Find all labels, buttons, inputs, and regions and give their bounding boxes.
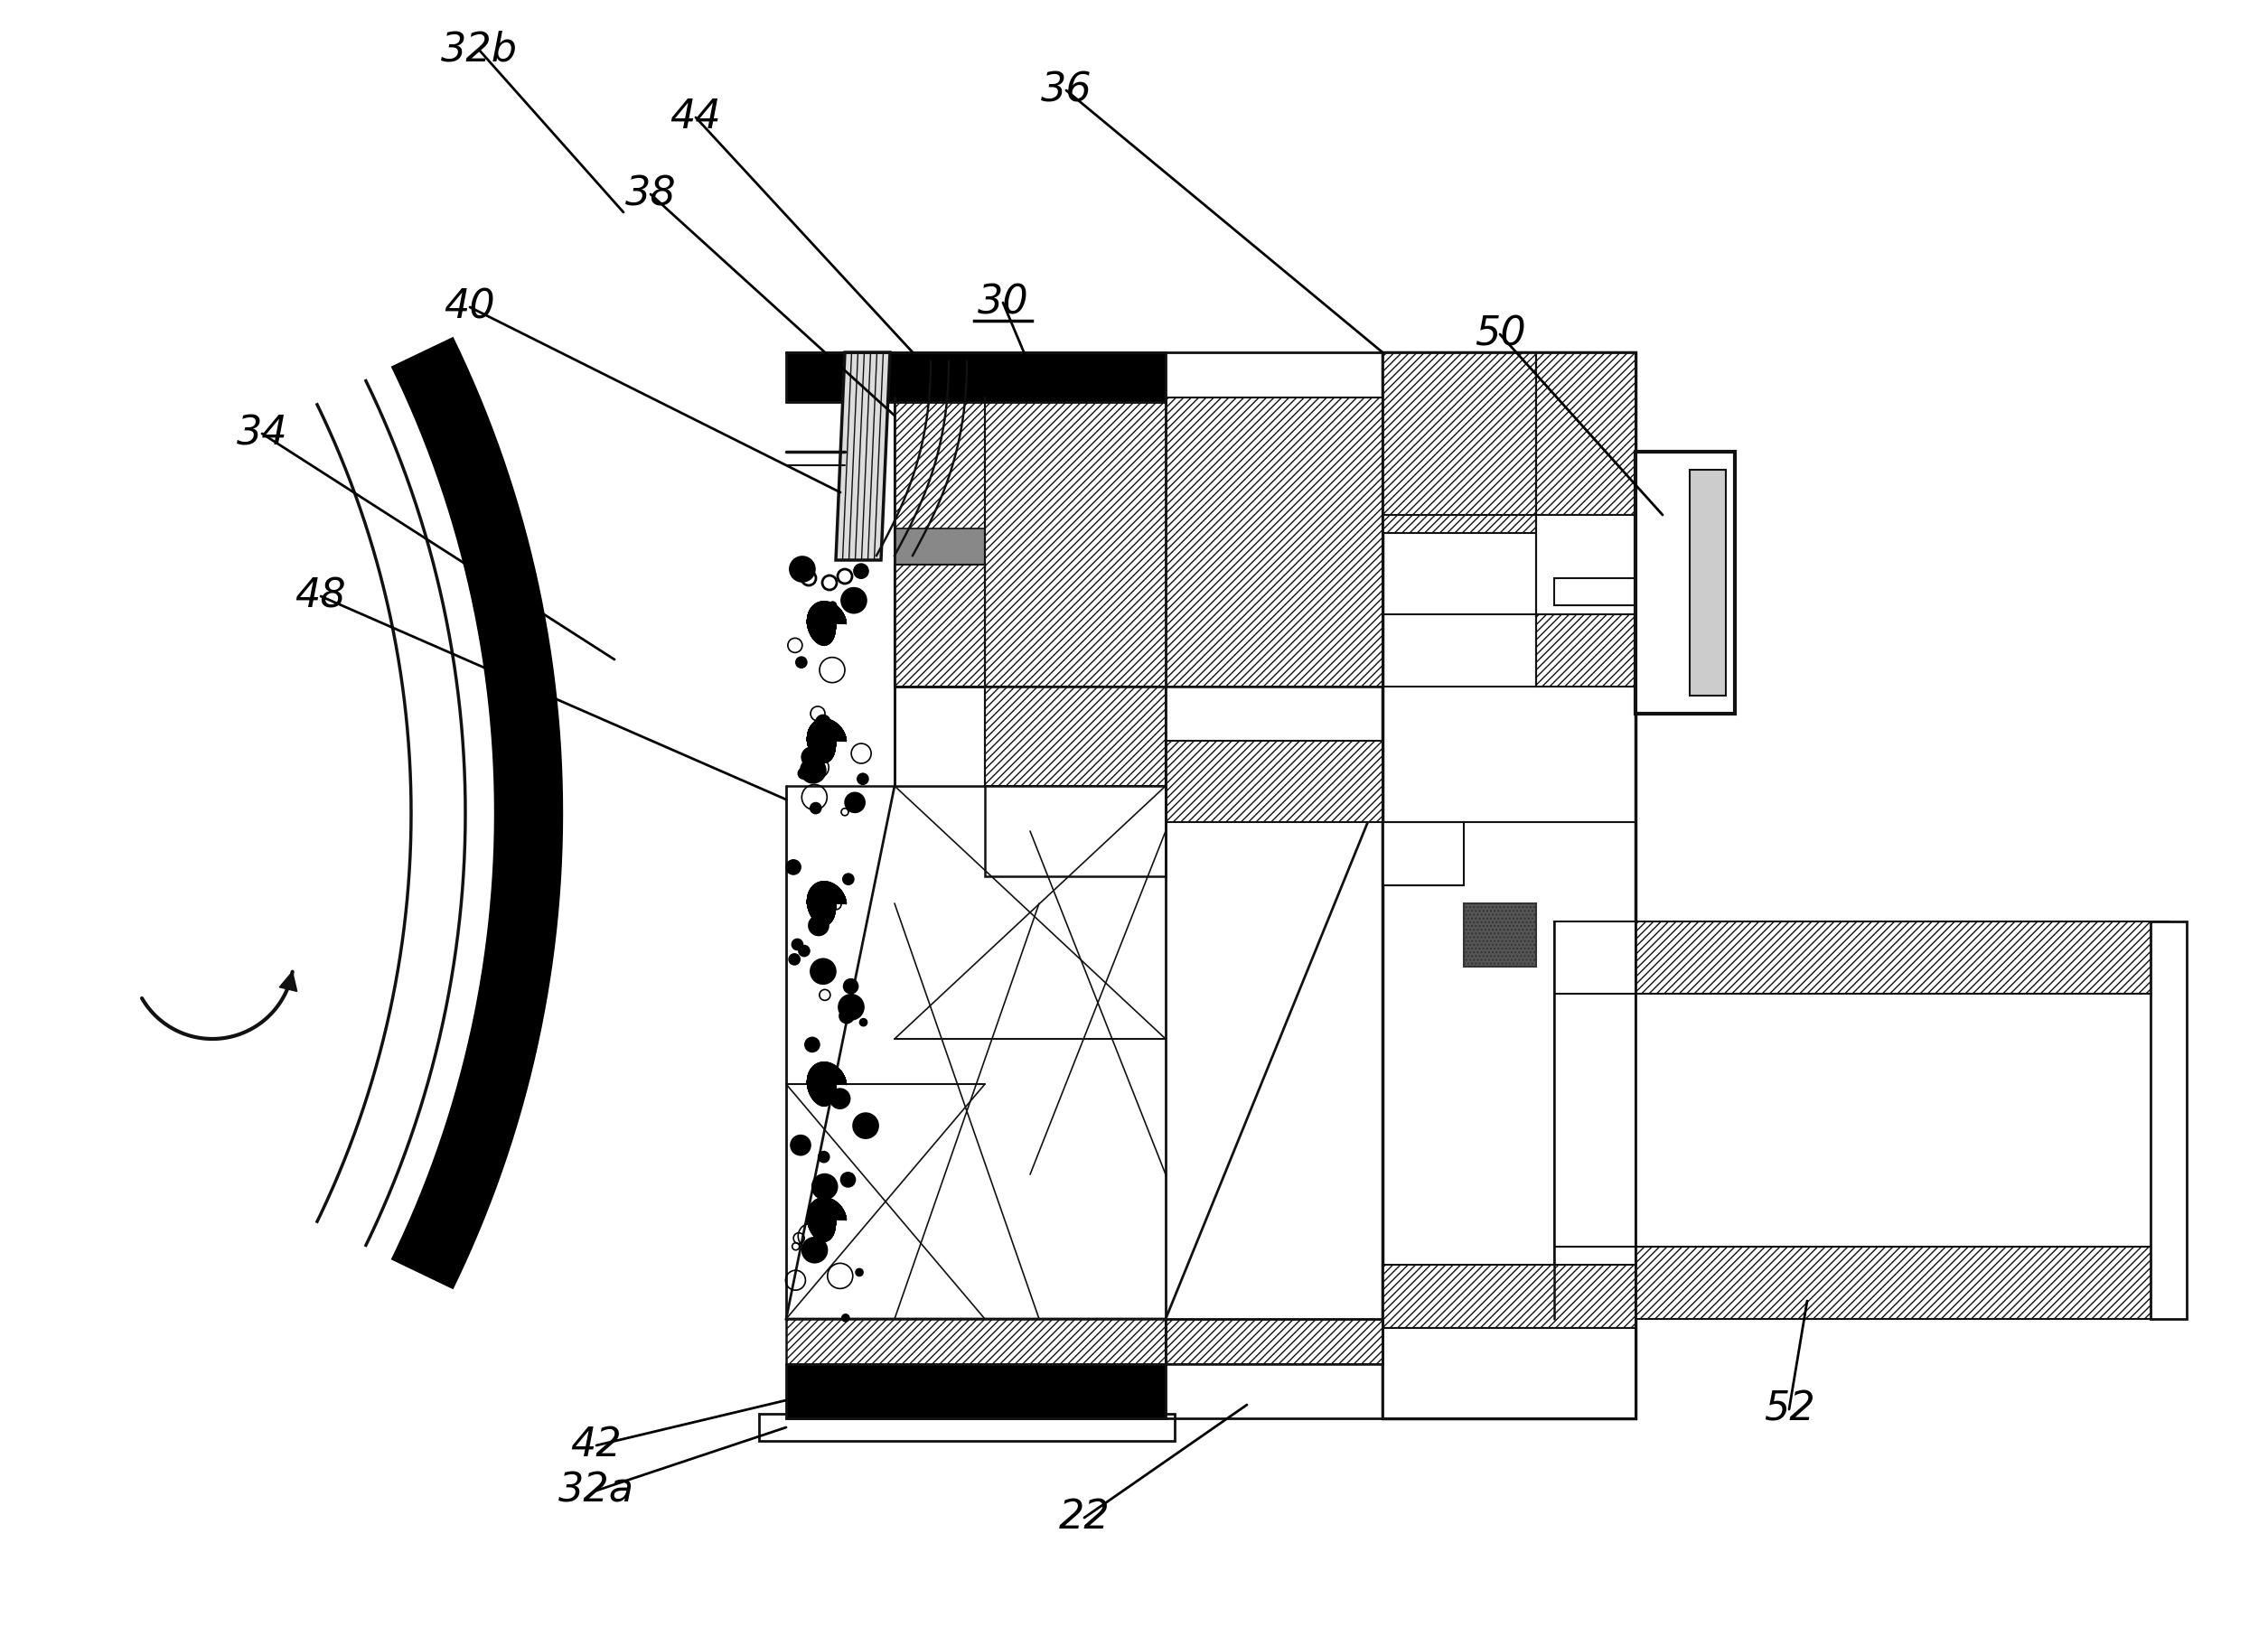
Circle shape [801, 747, 821, 766]
Circle shape [841, 587, 866, 613]
Circle shape [839, 994, 864, 1020]
Text: 48: 48 [295, 578, 347, 615]
Circle shape [853, 565, 869, 578]
Polygon shape [837, 353, 889, 560]
Polygon shape [787, 786, 1383, 1319]
Circle shape [830, 1088, 850, 1108]
Bar [1554, 921, 1635, 1319]
Circle shape [792, 1136, 810, 1155]
Text: 34: 34 [236, 415, 288, 452]
Bar [894, 565, 984, 687]
Bar [1383, 1328, 1635, 1419]
Text: 44: 44 [669, 98, 721, 137]
Bar [894, 529, 1166, 565]
Circle shape [789, 953, 801, 965]
Circle shape [787, 861, 801, 874]
Polygon shape [279, 971, 297, 991]
Bar [1383, 822, 1463, 885]
Circle shape [810, 916, 828, 936]
Bar [1690, 470, 1726, 696]
Bar [984, 786, 1166, 877]
Circle shape [807, 1214, 819, 1224]
Bar [1535, 615, 1635, 687]
Circle shape [844, 979, 857, 994]
Bar [760, 1414, 1175, 1442]
Bar [894, 687, 984, 786]
Circle shape [841, 1315, 848, 1321]
Bar [1463, 903, 1535, 966]
Bar [787, 1319, 1383, 1363]
Text: 50: 50 [1474, 316, 1526, 353]
Text: 40: 40 [445, 288, 494, 327]
Circle shape [812, 1175, 837, 1199]
Circle shape [819, 1152, 830, 1162]
Circle shape [841, 1173, 855, 1188]
Bar [1554, 578, 1690, 605]
Bar [1383, 353, 1635, 1419]
Circle shape [853, 1113, 878, 1139]
Circle shape [789, 556, 814, 582]
Text: 36: 36 [1041, 72, 1091, 109]
Circle shape [846, 792, 864, 812]
Circle shape [792, 939, 803, 950]
Circle shape [816, 714, 830, 729]
Bar [787, 353, 1166, 402]
Text: 42: 42 [572, 1425, 621, 1464]
Circle shape [810, 958, 835, 984]
Text: 38: 38 [626, 174, 676, 213]
Text: 32a: 32a [558, 1471, 635, 1510]
Circle shape [819, 744, 830, 753]
Bar [1535, 353, 1635, 514]
Bar [894, 397, 1166, 534]
Circle shape [796, 657, 807, 667]
Bar [2150, 921, 2186, 1319]
Text: 30: 30 [978, 283, 1030, 322]
Circle shape [860, 1019, 866, 1027]
Bar [1635, 994, 2168, 1246]
Bar [1635, 921, 2168, 994]
Circle shape [801, 758, 826, 783]
Circle shape [844, 874, 853, 885]
Bar [1383, 353, 1535, 534]
Text: 52: 52 [1765, 1389, 1814, 1429]
Circle shape [830, 602, 837, 608]
Bar [984, 397, 1383, 687]
Circle shape [857, 773, 869, 784]
Circle shape [803, 1238, 828, 1263]
Circle shape [810, 802, 821, 814]
Bar [787, 1363, 1166, 1419]
Bar [1635, 452, 1735, 714]
Bar [1635, 1246, 2168, 1319]
Bar [1535, 514, 1635, 615]
Text: 32b: 32b [440, 31, 517, 68]
Circle shape [798, 945, 810, 957]
Circle shape [798, 768, 810, 779]
Circle shape [805, 1038, 819, 1053]
Text: 22: 22 [1059, 1498, 1109, 1538]
Bar [1383, 1264, 1635, 1328]
Bar [894, 786, 984, 1319]
Bar [1166, 740, 1383, 822]
Circle shape [855, 1269, 862, 1276]
Bar [984, 687, 1166, 786]
Circle shape [839, 1009, 853, 1023]
